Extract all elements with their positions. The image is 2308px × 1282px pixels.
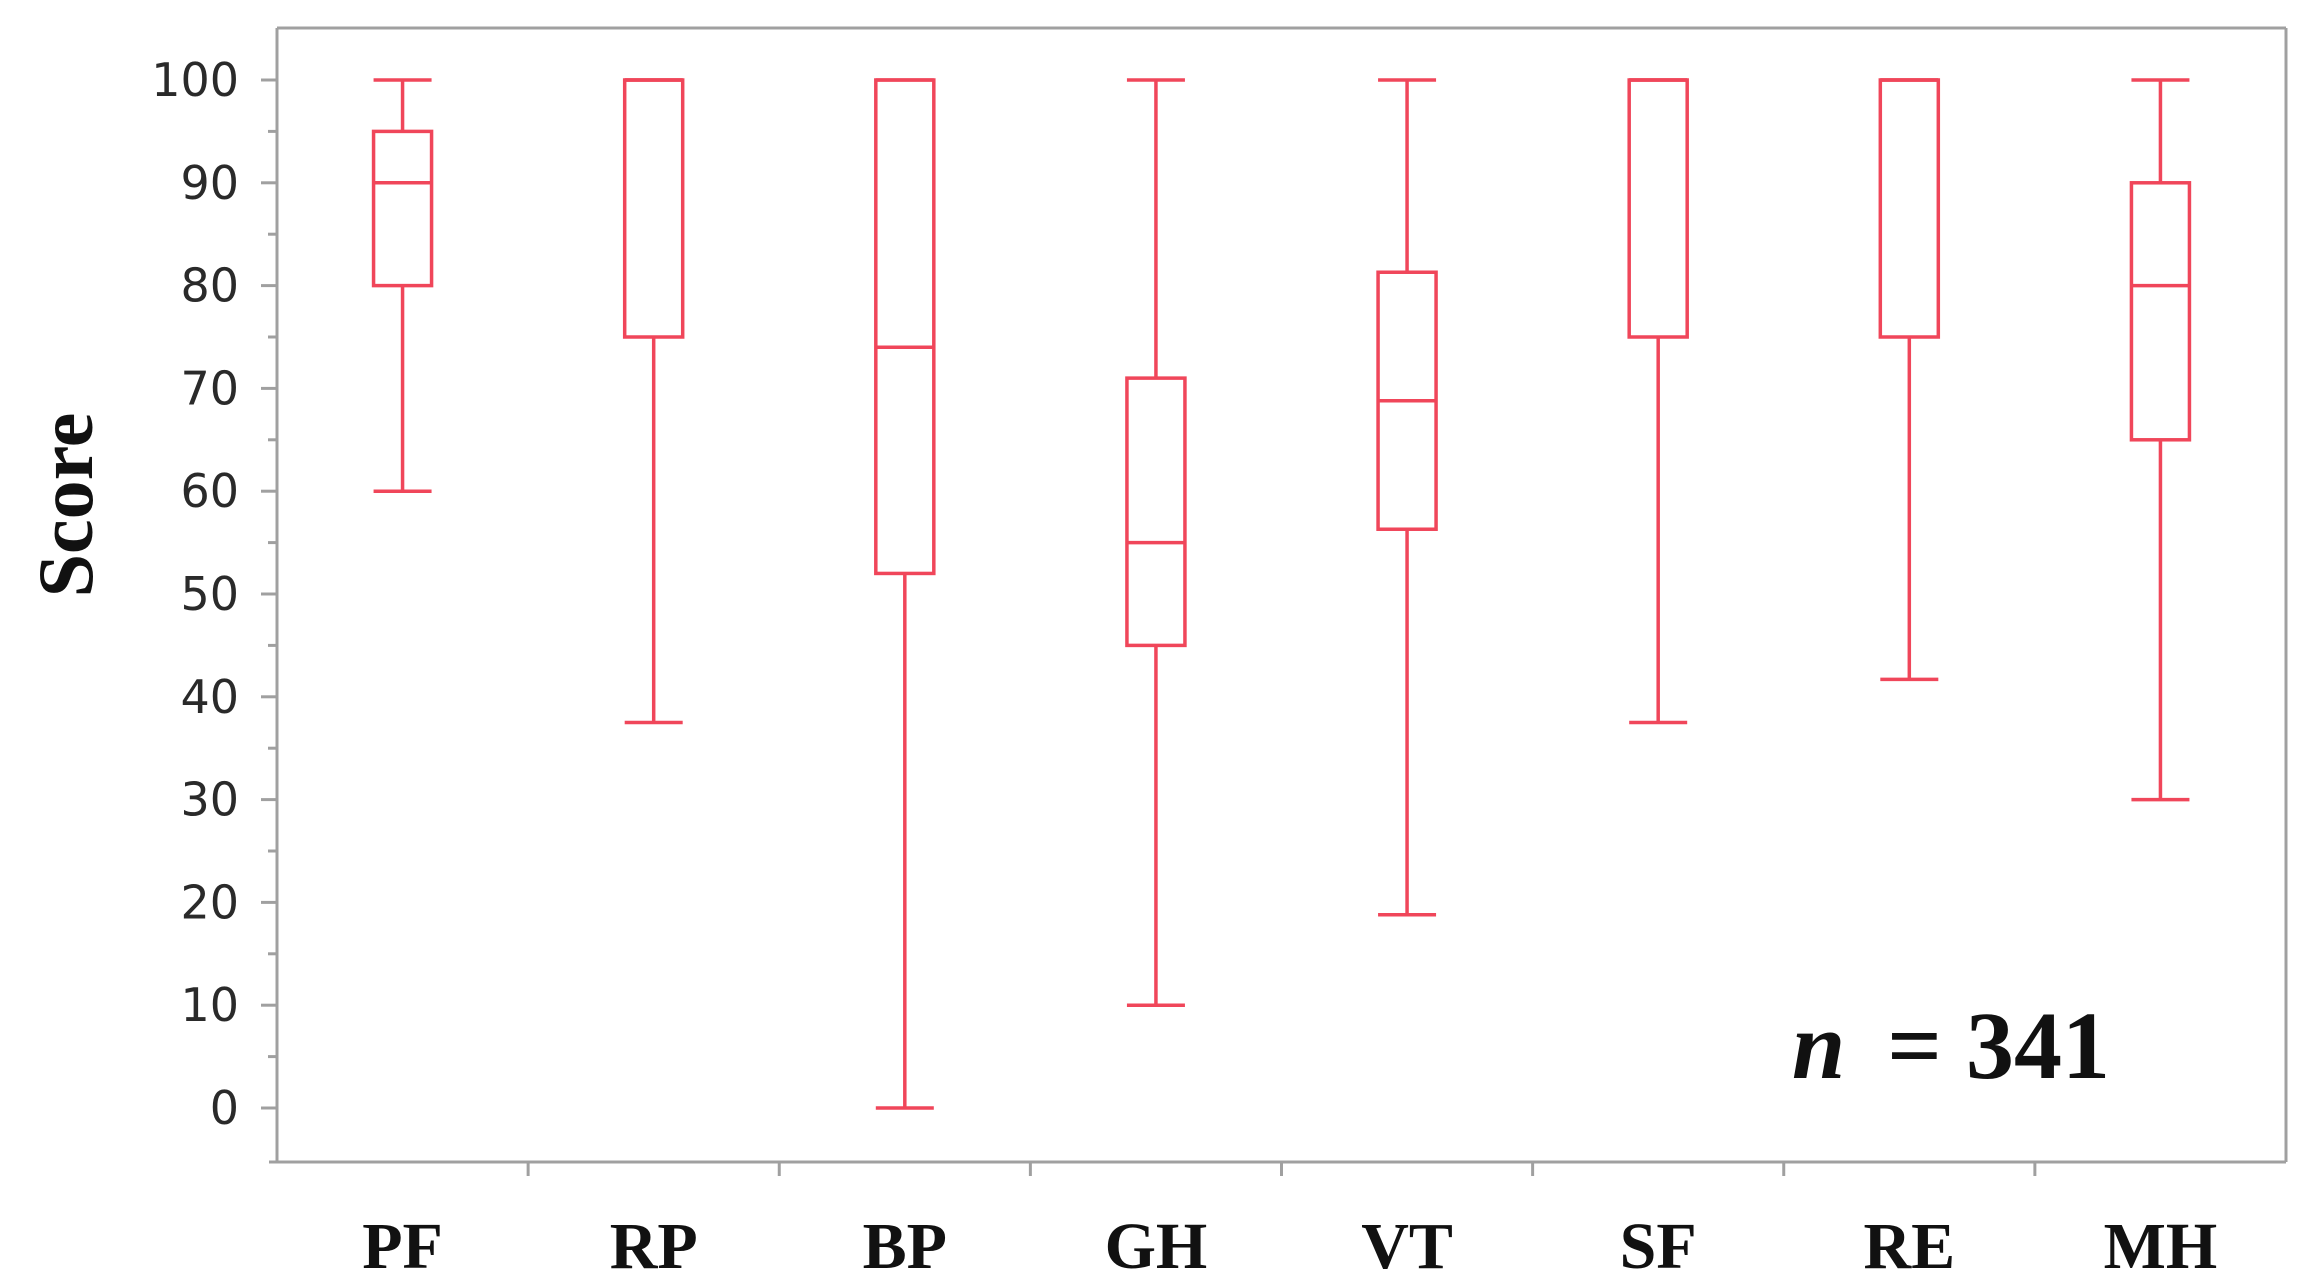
iqr-box bbox=[1125, 376, 1187, 648]
y-tick-label: 100 bbox=[151, 53, 239, 107]
box-mh bbox=[2129, 78, 2192, 802]
box-sf bbox=[1627, 78, 1689, 725]
iqr-box bbox=[2129, 181, 2192, 442]
iqr-box bbox=[1627, 78, 1689, 339]
box-pf bbox=[371, 78, 434, 493]
box-gh bbox=[1125, 78, 1187, 1007]
x-tick-label: VT bbox=[1361, 1210, 1453, 1282]
iqr-box bbox=[622, 78, 685, 339]
y-tick-label: 70 bbox=[180, 361, 239, 415]
iqr-box bbox=[874, 78, 936, 576]
y-tick-label: 50 bbox=[180, 567, 239, 621]
sample-size-value: = 341 bbox=[1887, 992, 2110, 1099]
sample-size-symbol: n bbox=[1792, 992, 1845, 1099]
sample-size-annotation: n = 341 bbox=[1792, 992, 2110, 1099]
iqr-box bbox=[371, 129, 434, 288]
y-tick-label: 10 bbox=[180, 978, 239, 1032]
x-tick-label: BP bbox=[863, 1210, 947, 1282]
box-rp bbox=[622, 78, 685, 725]
x-axis: PF RP BP GH VT SF RE MH bbox=[362, 1162, 2217, 1282]
x-tick-label: RP bbox=[610, 1210, 698, 1282]
y-axis: 0 10 20 30 40 50 60 70 80 90 100 bbox=[151, 53, 277, 1135]
x-tick-label: GH bbox=[1105, 1210, 1208, 1282]
x-tick-label: RE bbox=[1863, 1210, 1955, 1282]
x-tick-label: MH bbox=[2104, 1210, 2218, 1282]
y-tick-label: 80 bbox=[180, 259, 239, 313]
x-tick-label: PF bbox=[362, 1210, 443, 1282]
y-tick-label: 90 bbox=[180, 156, 239, 210]
y-tick-label: 60 bbox=[180, 464, 239, 518]
x-tick-label: SF bbox=[1620, 1210, 1697, 1282]
y-tick-label: 40 bbox=[180, 670, 239, 724]
box-vt bbox=[1376, 78, 1438, 917]
y-tick-label: 30 bbox=[180, 773, 239, 827]
box-re bbox=[1878, 78, 1941, 682]
y-tick-label: 20 bbox=[180, 875, 239, 929]
y-tick-label: 0 bbox=[210, 1081, 239, 1135]
y-axis-label: Score bbox=[22, 413, 109, 598]
box-bp bbox=[874, 78, 936, 1110]
iqr-box bbox=[1878, 78, 1941, 339]
box-series bbox=[371, 78, 2192, 1110]
